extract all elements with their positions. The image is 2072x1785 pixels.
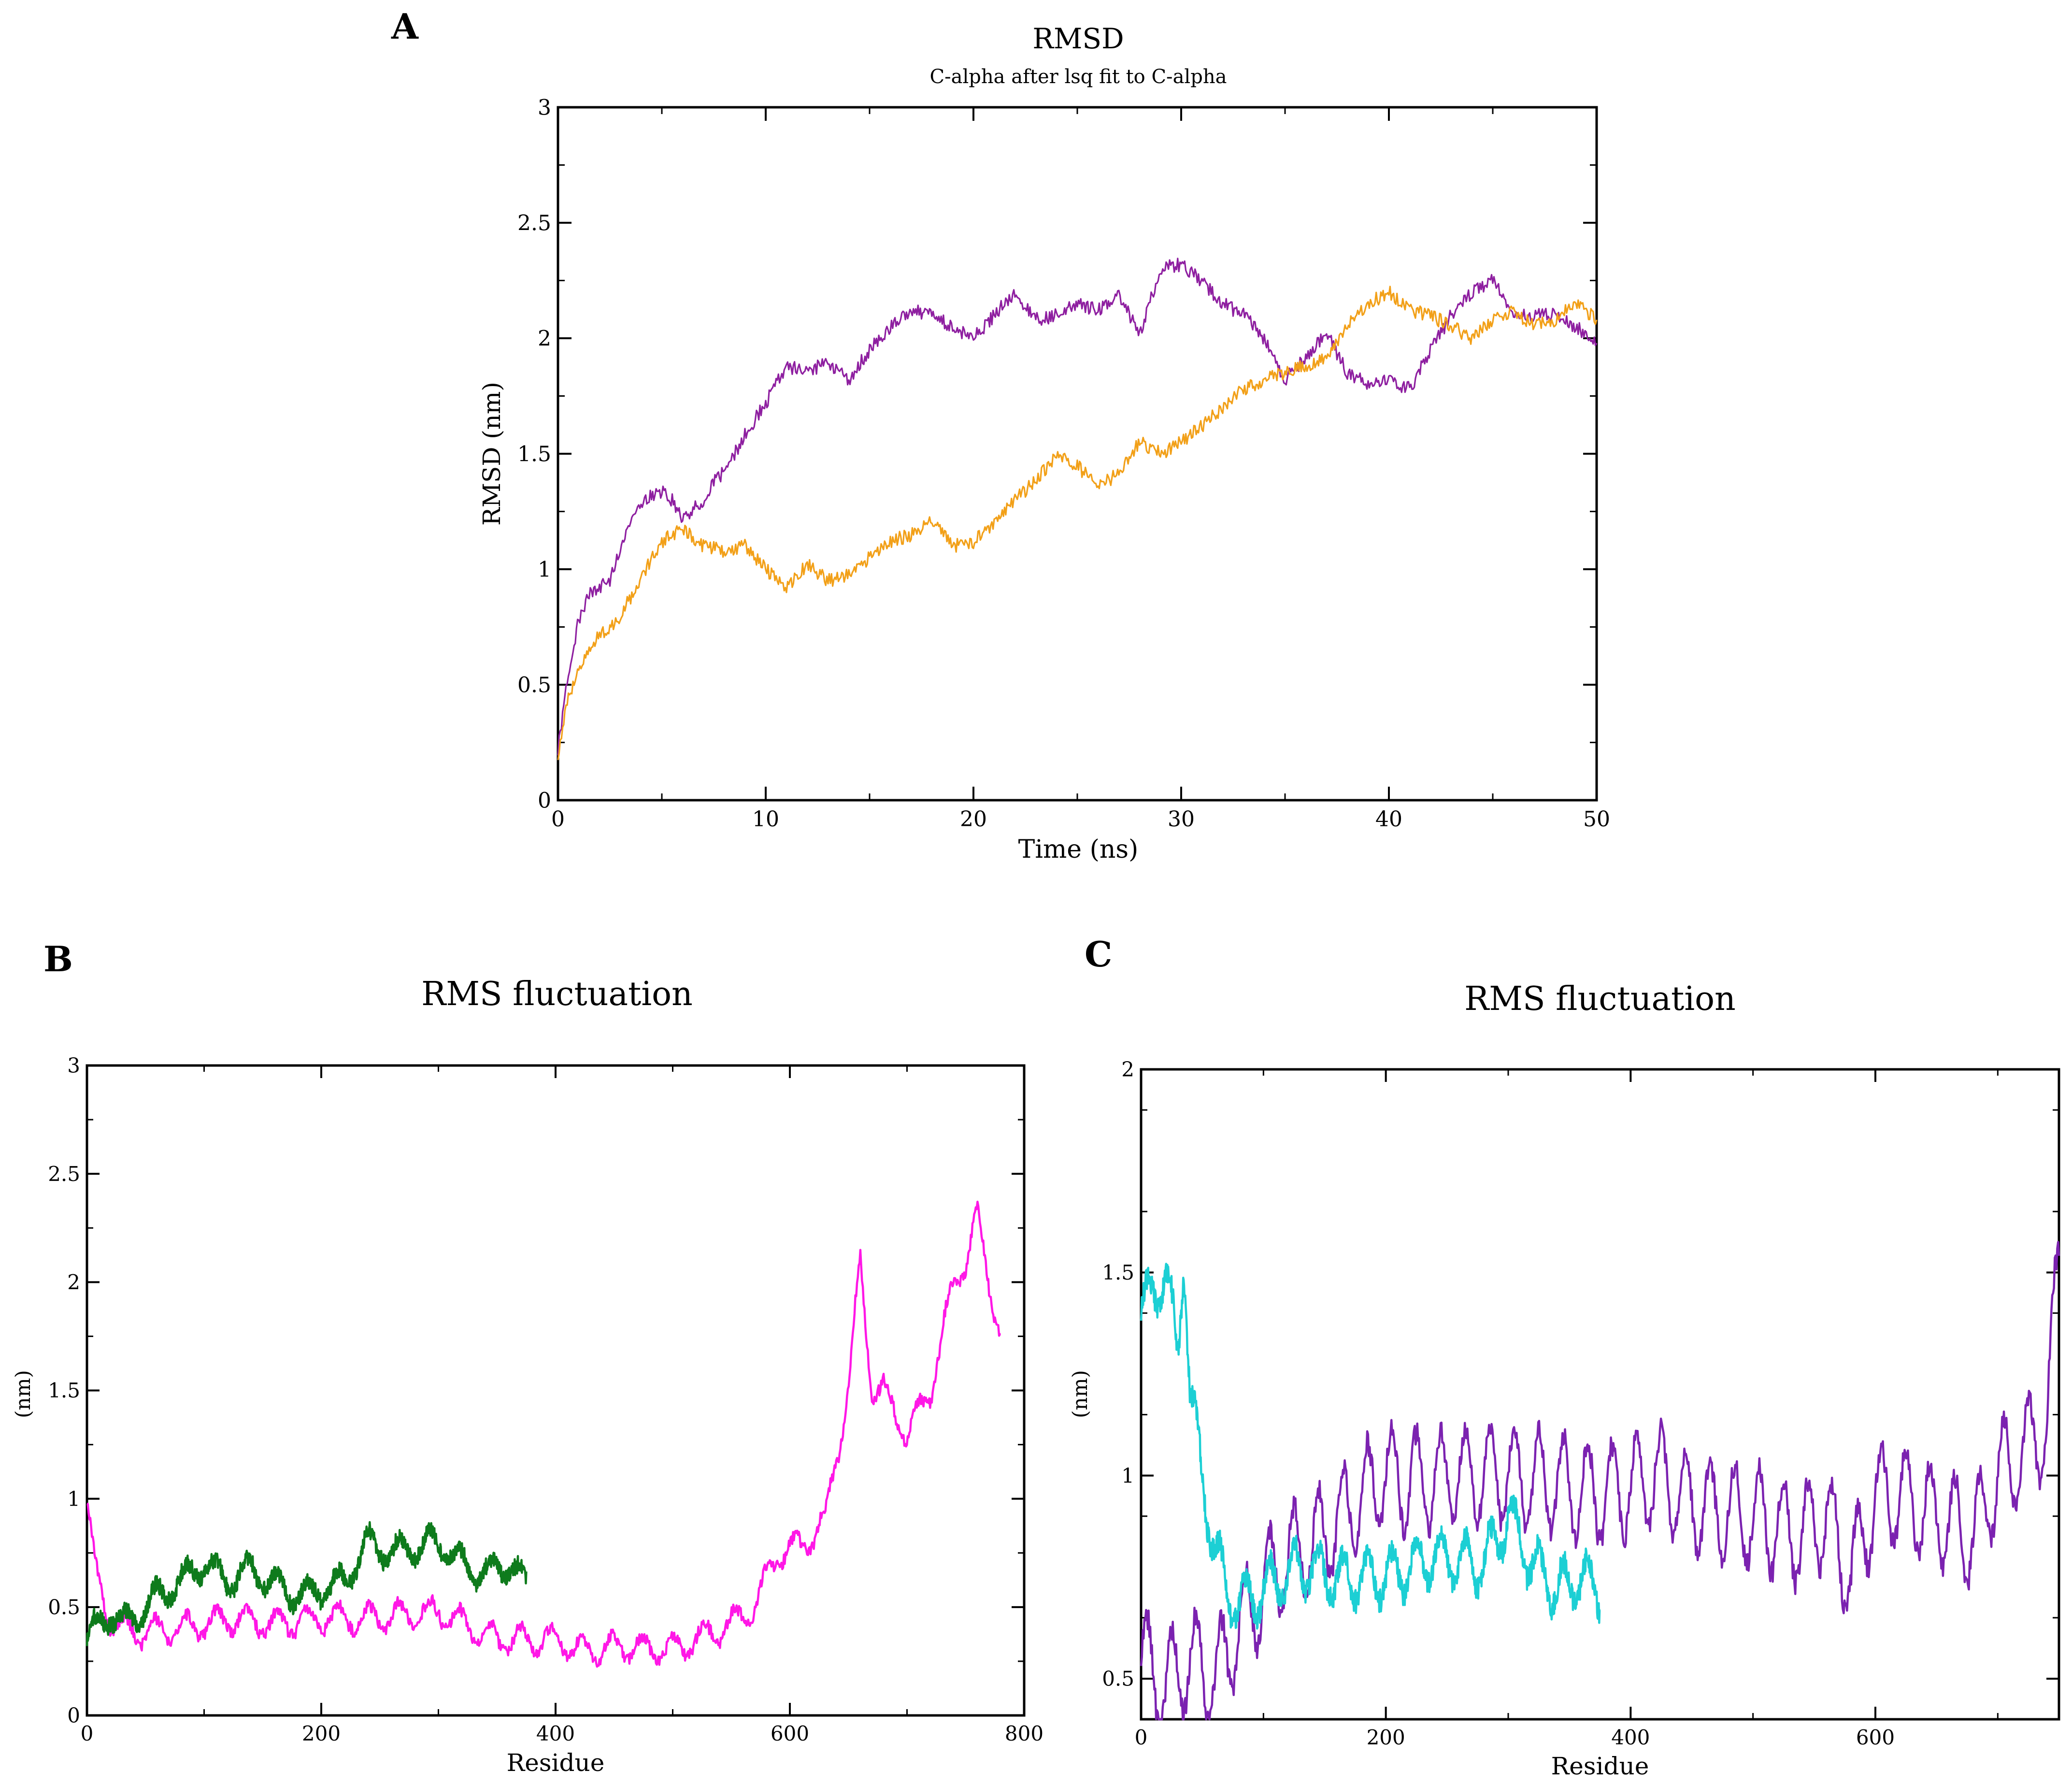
y-tick-label: 3 bbox=[538, 95, 551, 120]
chart-title-a: RMSD bbox=[1032, 22, 1124, 55]
series-layer-c bbox=[1140, 1241, 2060, 1721]
y-tick-label: 0 bbox=[67, 1704, 80, 1727]
panel-c: C RMS fluctuation 0.5 1 1.5 2 0 200 400 600 Re… bbox=[1068, 934, 2060, 1780]
panel-label-b: B bbox=[43, 938, 73, 979]
x-tick-label: 20 bbox=[960, 807, 987, 832]
y-tick-label: 3 bbox=[67, 1054, 80, 1078]
series-layer-b bbox=[86, 1200, 1001, 1668]
panel-b: B RMS fluctuation 0 0.5 1 1.5 2 2.5 3 0 200 400 6… bbox=[11, 938, 1043, 1777]
y-tick-label: 2.5 bbox=[48, 1162, 80, 1186]
x-tick-label: 10 bbox=[752, 807, 779, 832]
plot-frame-b bbox=[86, 1064, 1026, 1717]
y-tick-label: 1.5 bbox=[1102, 1261, 1134, 1284]
series-line-rmsf-magenta bbox=[86, 1200, 1001, 1668]
y-ticks-b: 0 0.5 1 1.5 2 2.5 3 bbox=[48, 1054, 1024, 1727]
x-tick-label: 400 bbox=[536, 1722, 575, 1745]
x-tick-label: 200 bbox=[302, 1722, 341, 1745]
y-tick-label: 2 bbox=[1121, 1058, 1134, 1081]
y-tick-label: 0.5 bbox=[1102, 1667, 1134, 1691]
x-axis-label-a: Time (ns) bbox=[1018, 835, 1139, 864]
x-tick-label: 600 bbox=[771, 1722, 809, 1745]
y-axis-label-b: (nm) bbox=[11, 1370, 35, 1418]
series-line-rmsf-green bbox=[86, 1521, 528, 1646]
y-axis-label-a: RMSD (nm) bbox=[478, 382, 506, 526]
x-tick-label: 50 bbox=[1583, 807, 1610, 832]
y-ticks-c: 0.5 1 1.5 2 bbox=[1102, 1058, 2059, 1720]
y-tick-label: 2 bbox=[67, 1270, 80, 1294]
chart-title-c: RMS fluctuation bbox=[1464, 980, 1736, 1018]
series-line-rmsf-cyan bbox=[1140, 1263, 1601, 1630]
series-line-rmsf-violet bbox=[1140, 1241, 2060, 1721]
y-tick-label: 1 bbox=[1121, 1464, 1134, 1487]
y-tick-label: 2 bbox=[538, 326, 551, 351]
x-ticks-b: 0 200 400 600 800 bbox=[81, 1065, 1043, 1745]
x-tick-label: 40 bbox=[1375, 807, 1402, 832]
x-ticks-c: 0 200 400 600 bbox=[1135, 1069, 1999, 1749]
y-tick-label: 0 bbox=[538, 788, 551, 813]
x-tick-label: 30 bbox=[1168, 807, 1195, 832]
x-axis-label-b: Residue bbox=[507, 1749, 605, 1777]
y-ticks-a: 0 0.5 1 1.5 2 2.5 3 bbox=[517, 95, 1597, 813]
plot-frame-a bbox=[557, 106, 1598, 802]
y-tick-label: 1.5 bbox=[517, 442, 551, 466]
y-axis-label-c: (nm) bbox=[1068, 1370, 1092, 1418]
x-axis-label-c: Residue bbox=[1551, 1752, 1649, 1780]
y-tick-label: 0.5 bbox=[517, 673, 551, 697]
plot-frame-c bbox=[1140, 1068, 2060, 1721]
x-tick-label: 800 bbox=[1005, 1722, 1043, 1745]
x-tick-label: 600 bbox=[1856, 1726, 1895, 1749]
x-tick-label: 0 bbox=[81, 1722, 94, 1745]
x-tick-label: 0 bbox=[551, 807, 565, 832]
chart-title-b: RMS fluctuation bbox=[421, 975, 693, 1013]
chart-subtitle-a: C-alpha after lsq fit to C-alpha bbox=[930, 66, 1227, 88]
y-tick-label: 1 bbox=[67, 1487, 80, 1511]
x-tick-label: 0 bbox=[1135, 1726, 1148, 1749]
y-tick-label: 2.5 bbox=[517, 211, 551, 235]
panel-label-a: A bbox=[391, 6, 419, 47]
y-tick-label: 1 bbox=[538, 557, 551, 582]
series-line-rmsd-purple bbox=[557, 258, 1598, 756]
x-tick-label: 400 bbox=[1611, 1726, 1650, 1749]
panel-a: A RMSD C-alpha after lsq fit to C-alpha … bbox=[391, 6, 1610, 864]
y-tick-label: 0.5 bbox=[48, 1596, 80, 1619]
series-layer-a bbox=[557, 258, 1598, 761]
x-ticks-a: 0 10 20 30 40 50 bbox=[551, 107, 1610, 832]
panel-label-c: C bbox=[1085, 934, 1112, 975]
x-tick-label: 200 bbox=[1367, 1726, 1405, 1749]
series-line-rmsd-orange bbox=[557, 286, 1598, 761]
y-tick-label: 1.5 bbox=[48, 1379, 80, 1402]
